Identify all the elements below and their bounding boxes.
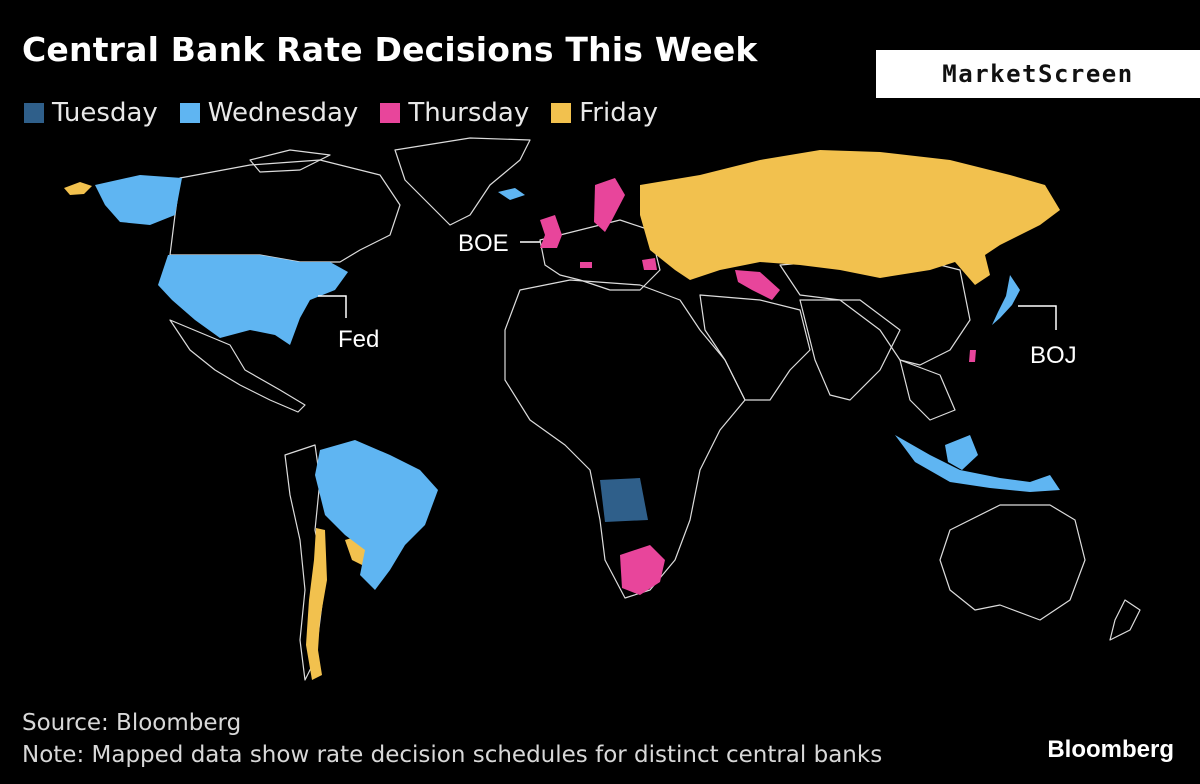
legend-label-tuesday: Tuesday [52, 98, 158, 128]
region-switzerland [580, 262, 592, 268]
region-chile [306, 528, 327, 680]
region-japan [992, 275, 1020, 325]
region-brazil [315, 440, 438, 590]
annotation-boj: BOJ [1030, 342, 1077, 369]
new-zealand [1109, 599, 1141, 641]
legend: Tuesday Wednesday Thursday Friday [24, 98, 658, 128]
annotation-boe: BOE [458, 230, 509, 257]
middle-east [699, 294, 811, 401]
legend-item-friday: Friday [551, 98, 658, 128]
legend-swatch-friday [551, 103, 572, 123]
region-alaska-west [64, 182, 92, 195]
source-text: Source: Bloomberg [22, 710, 242, 736]
region-angola [600, 478, 648, 522]
legend-swatch-wednesday [179, 103, 200, 123]
legend-item-wednesday: Wednesday [179, 98, 359, 128]
region-iceland [498, 188, 525, 200]
canada [169, 159, 401, 263]
south-asia [799, 299, 901, 401]
region-taiwan [969, 350, 976, 362]
region-borneo [945, 435, 978, 470]
legend-item-tuesday: Tuesday [24, 98, 158, 128]
region-alaska [95, 175, 182, 225]
region-uzbekistan [735, 270, 780, 300]
africa [504, 279, 746, 599]
legend-item-thursday: Thursday [380, 98, 529, 128]
region-scandinavia [594, 178, 625, 232]
bloomberg-logo: Bloomberg [1047, 736, 1174, 763]
legend-label-friday: Friday [579, 98, 659, 128]
region-usa [158, 255, 348, 345]
region-russia [640, 150, 1060, 285]
annotation-fed: Fed [338, 326, 380, 353]
region-south-africa [620, 545, 665, 595]
arctic-islands [249, 149, 331, 173]
legend-label-wednesday: Wednesday [207, 98, 359, 128]
fed-leader [318, 295, 347, 318]
greenland [394, 137, 531, 226]
legend-swatch-tuesday [24, 103, 44, 123]
world-map [64, 137, 1141, 681]
brand-logo-box: MarketScreen [876, 50, 1200, 98]
note-text: Note: Mapped data show rate decision sch… [22, 742, 883, 768]
mexico [169, 319, 306, 413]
region-uk [540, 215, 562, 248]
legend-swatch-thursday [380, 103, 401, 123]
se-asia [899, 359, 956, 421]
chart-title: Central Bank Rate Decisions This Week [22, 30, 758, 69]
legend-label-thursday: Thursday [408, 98, 530, 128]
region-indonesia [895, 435, 1060, 492]
boj-leader [1018, 305, 1057, 330]
brand-logo-text: MarketScreen [942, 60, 1134, 88]
australia [939, 504, 1086, 621]
region-hungary [642, 258, 657, 270]
